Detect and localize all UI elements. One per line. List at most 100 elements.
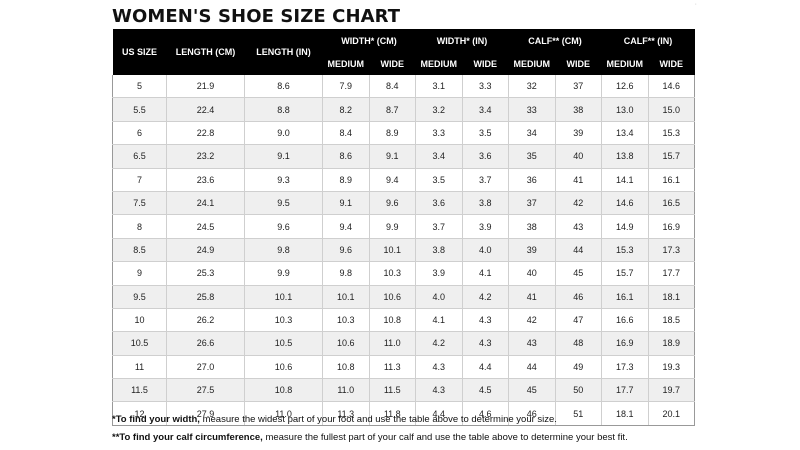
table-row: 9.5 25.8 10.1 10.1 10.6 4.0 4.2 41 46 16.1 18.1 xyxy=(112,285,695,309)
cell-calf-cm-wide: 45 xyxy=(554,261,602,286)
width-note: *To find your width, measure the widest … xyxy=(112,414,752,426)
cell-calf-cm-medium: 37 xyxy=(508,191,555,216)
cell-length-in: 10.5 xyxy=(244,331,323,356)
subheader-calf-in-medium: MEDIUM xyxy=(601,53,648,75)
cell-calf-cm-wide: 38 xyxy=(554,97,602,122)
cell-width-in-medium: 3.2 xyxy=(415,97,462,122)
cell-calf-in-wide: 15.0 xyxy=(647,97,695,122)
header-calf-cm: CALF** (CM) xyxy=(508,29,602,53)
cell-width-in-wide: 3.5 xyxy=(461,121,509,146)
footnotes: *To find your width, measure the widest … xyxy=(112,414,752,450)
cell-calf-in-medium: 17.3 xyxy=(601,355,648,380)
cell-calf-in-medium: 13.0 xyxy=(601,97,648,122)
cell-calf-cm-wide: 47 xyxy=(554,308,602,333)
cell-calf-cm-medium: 36 xyxy=(508,168,555,192)
cell-length-cm: 24.9 xyxy=(166,238,245,263)
table-row: 12 27.9 11.0 11.3 11.8 4.4 4.6 46 51 18.1 20.1 xyxy=(112,401,695,426)
cell-calf-cm-medium: 32 xyxy=(508,75,555,99)
cell-width-in-wide: 3.9 xyxy=(461,214,509,239)
cell-calf-cm-wide: 51 xyxy=(554,401,602,426)
cell-width-cm-medium: 8.9 xyxy=(322,168,369,192)
cell-width-cm-medium: 10.1 xyxy=(322,285,369,309)
cell-width-cm-wide: 11.3 xyxy=(368,355,416,380)
cell-length-cm: 22.8 xyxy=(166,121,245,146)
cell-width-in-wide: 4.4 xyxy=(461,355,509,380)
table-row: 5.5 22.4 8.8 8.2 8.7 3.2 3.4 33 38 13.0 15.0 xyxy=(112,97,695,122)
corner-mark: · xyxy=(694,1,697,8)
size-chart-table: US SIZE LENGTH (CM) LENGTH (IN) WIDTH* (… xyxy=(112,29,695,426)
cell-length-in: 9.8 xyxy=(244,238,323,263)
cell-width-in-medium: 4.1 xyxy=(415,308,462,333)
cell-width-cm-wide: 9.9 xyxy=(368,214,416,239)
cell-length-cm: 26.2 xyxy=(166,308,245,333)
cell-width-cm-wide: 8.4 xyxy=(368,75,416,99)
cell-calf-in-wide: 15.7 xyxy=(647,144,695,169)
table-row: 7 23.6 9.3 8.9 9.4 3.5 3.7 36 41 14.1 16.1 xyxy=(112,168,695,192)
cell-calf-cm-wide: 44 xyxy=(554,238,602,263)
cell-width-cm-wide: 10.3 xyxy=(368,261,416,286)
cell-calf-in-wide: 19.7 xyxy=(647,378,695,403)
cell-length-cm: 24.1 xyxy=(166,191,245,216)
cell-us-size: 10.5 xyxy=(112,331,167,356)
cell-calf-cm-medium: 43 xyxy=(508,331,555,356)
cell-calf-in-medium: 15.7 xyxy=(601,261,648,286)
cell-calf-cm-medium: 42 xyxy=(508,308,555,333)
cell-width-in-medium: 3.8 xyxy=(415,238,462,263)
cell-calf-cm-medium: 34 xyxy=(508,121,555,146)
cell-width-cm-medium: 9.8 xyxy=(322,261,369,286)
table-row: 9 25.3 9.9 9.8 10.3 3.9 4.1 40 45 15.7 17.7 xyxy=(112,261,695,286)
cell-us-size: 7.5 xyxy=(112,191,167,216)
table-row: 10.5 26.6 10.5 10.6 11.0 4.2 4.3 43 48 16.9 18.9 xyxy=(112,331,695,356)
cell-calf-cm-wide: 39 xyxy=(554,121,602,146)
cell-width-cm-medium: 7.9 xyxy=(322,75,369,99)
cell-length-in: 8.6 xyxy=(244,75,323,99)
cell-calf-cm-medium: 35 xyxy=(508,144,555,169)
cell-length-cm: 21.9 xyxy=(166,75,245,99)
cell-calf-cm-wide: 49 xyxy=(554,355,602,380)
cell-width-in-wide: 3.8 xyxy=(461,191,509,216)
cell-width-in-medium: 4.2 xyxy=(415,331,462,356)
cell-length-cm: 26.6 xyxy=(166,331,245,356)
cell-calf-in-medium: 18.1 xyxy=(601,401,648,426)
cell-width-cm-wide: 10.1 xyxy=(368,238,416,263)
cell-calf-in-wide: 16.1 xyxy=(647,168,695,192)
cell-width-cm-medium: 9.6 xyxy=(322,238,369,263)
cell-width-cm-medium: 10.3 xyxy=(322,308,369,333)
cell-us-size: 6.5 xyxy=(112,144,167,169)
cell-us-size: 9 xyxy=(112,261,167,286)
cell-calf-in-medium: 16.6 xyxy=(601,308,648,333)
cell-us-size: 6 xyxy=(112,121,167,146)
cell-length-cm: 23.6 xyxy=(166,168,245,192)
cell-width-cm-wide: 8.7 xyxy=(368,97,416,122)
subheader-calf-cm-wide: WIDE xyxy=(555,53,602,75)
cell-width-in-medium: 3.9 xyxy=(415,261,462,286)
cell-calf-in-medium: 14.6 xyxy=(601,191,648,216)
cell-width-cm-wide: 9.4 xyxy=(368,168,416,192)
cell-width-in-medium: 3.3 xyxy=(415,121,462,146)
cell-length-cm: 27.0 xyxy=(166,355,245,380)
table-header: US SIZE LENGTH (CM) LENGTH (IN) WIDTH* (… xyxy=(112,29,695,75)
table-row: 8 24.5 9.6 9.4 9.9 3.7 3.9 38 43 14.9 16.9 xyxy=(112,214,695,239)
cell-calf-cm-medium: 40 xyxy=(508,261,555,286)
cell-calf-in-medium: 15.3 xyxy=(601,238,648,263)
cell-calf-in-medium: 17.7 xyxy=(601,378,648,403)
cell-calf-in-medium: 13.4 xyxy=(601,121,648,146)
cell-width-in-wide: 4.2 xyxy=(461,285,509,309)
cell-width-cm-medium: 10.8 xyxy=(322,355,369,380)
cell-width-cm-wide: 10.6 xyxy=(368,285,416,309)
cell-calf-in-wide: 15.3 xyxy=(647,121,695,146)
cell-us-size: 8 xyxy=(112,214,167,239)
calf-note-lead: **To find your calf circumference, xyxy=(112,432,263,443)
cell-calf-cm-wide: 46 xyxy=(554,285,602,309)
cell-calf-cm-wide: 43 xyxy=(554,214,602,239)
cell-width-in-medium: 4.4 xyxy=(415,401,462,426)
cell-calf-cm-medium: 45 xyxy=(508,378,555,403)
cell-width-in-medium: 3.6 xyxy=(415,191,462,216)
cell-width-cm-wide: 11.5 xyxy=(368,378,416,403)
cell-calf-in-wide: 17.3 xyxy=(647,238,695,263)
cell-width-cm-wide: 9.6 xyxy=(368,191,416,216)
header-us-size: US SIZE xyxy=(112,29,167,75)
header-length-cm: LENGTH (CM) xyxy=(166,29,245,75)
cell-width-in-medium: 3.5 xyxy=(415,168,462,192)
cell-length-cm: 27.9 xyxy=(166,401,245,426)
